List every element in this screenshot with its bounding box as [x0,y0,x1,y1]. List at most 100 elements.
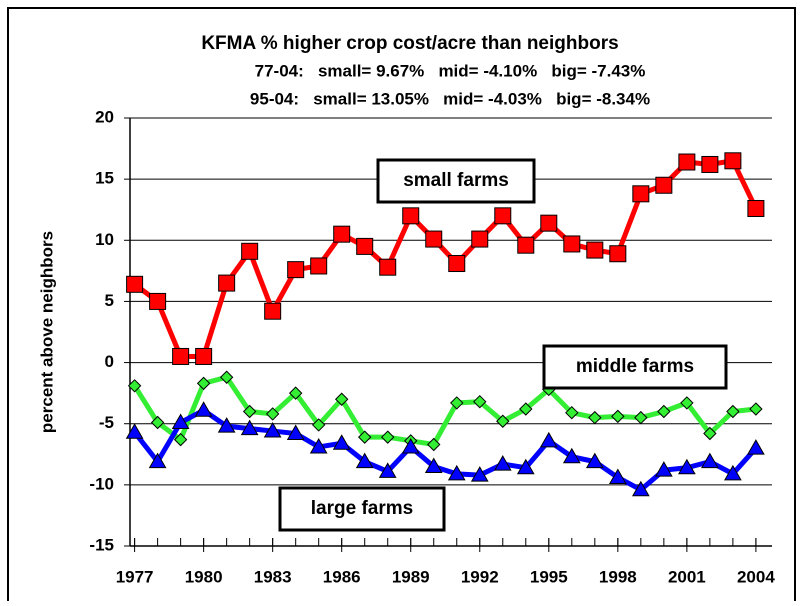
marker [516,458,535,475]
marker [677,458,696,475]
marker [493,455,512,471]
x-tick-label: 1986 [323,567,361,586]
marker [334,392,349,406]
marker [496,414,510,428]
x-tick-label: 1995 [530,567,568,586]
marker [401,437,420,454]
marker [585,452,604,469]
marker [126,275,144,293]
x-tick-label: 2004 [737,567,775,586]
marker [588,410,602,425]
marker [402,207,420,225]
y-axis-label: percent above neighbors [37,231,56,433]
y-tick-label: -5 [99,413,114,432]
marker [448,255,466,273]
marker [286,424,305,440]
marker [125,423,144,439]
marker [287,261,305,279]
marker [471,230,489,248]
marker [634,410,648,425]
marker [724,464,742,481]
marker [747,199,765,217]
marker [749,402,763,416]
marker [562,447,581,464]
marker [470,466,489,482]
marker [701,155,719,173]
marker [127,379,142,393]
marker [194,401,213,417]
marker [427,437,441,452]
marker [609,245,627,263]
series-line [132,407,758,493]
marker [172,347,190,365]
series-label-box [542,344,728,390]
marker [632,185,650,203]
x-tick-label: 1989 [392,567,430,586]
marker [218,274,236,292]
marker [195,347,213,365]
chart-title: KFMA % higher crop cost/acre than neighb… [201,33,618,54]
marker [631,480,650,497]
series-label-box [278,486,446,532]
y-tick-label: 15 [95,169,114,188]
marker [378,462,397,478]
x-tick-label: 1998 [599,567,637,586]
x-tick-label: 1980 [185,567,223,586]
marker [241,242,259,260]
marker [563,235,581,253]
marker [586,241,604,259]
series-label-box [376,158,536,204]
marker [309,437,328,454]
marker [654,461,673,477]
marker [149,292,167,310]
x-tick-label: 1977 [116,567,154,586]
marker [655,176,673,194]
series-label: large farms [311,498,413,519]
subtitle: 95-04: small= 13.05% mid= -4.03% big= -8… [250,89,650,108]
series-line [133,158,759,359]
series-label: small farms [403,170,509,191]
y-tick-label: -15 [89,535,114,554]
marker [358,430,372,444]
marker [173,432,188,447]
series-line [132,374,757,448]
marker [726,404,740,419]
marker [517,236,535,254]
marker [424,457,443,474]
marker [450,396,464,410]
marker [540,214,558,232]
x-tick-label: 2001 [668,567,706,586]
marker [494,207,512,225]
marker [724,152,742,170]
marker [240,419,259,436]
marker [379,258,397,276]
marker [539,431,558,448]
y-tick-label: 10 [95,230,114,249]
series-label: middle farms [576,356,694,377]
marker [678,153,696,171]
marker [196,376,211,391]
marker [565,406,579,420]
marker [519,402,533,416]
marker [217,417,236,433]
marker [265,407,280,421]
marker [219,370,234,384]
x-tick-label: 1992 [461,567,499,586]
marker [703,426,717,441]
y-tick-label: -10 [89,474,114,493]
marker [171,413,190,429]
marker [356,237,374,255]
marker [447,464,466,481]
marker [310,257,328,275]
y-tick-label: 20 [95,107,114,126]
subtitle: 77-04: small= 9.67% mid= -4.10% big= -7.… [255,61,646,80]
marker [425,230,443,248]
marker [148,452,167,469]
marker [701,452,719,469]
marker [381,430,395,444]
marker [473,394,487,409]
marker [611,409,625,424]
y-tick-label: 0 [105,352,114,371]
marker [747,439,765,455]
